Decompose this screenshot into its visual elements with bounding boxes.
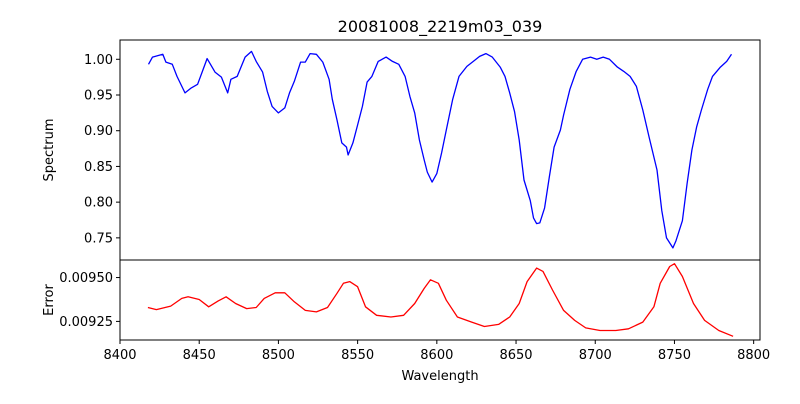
spectrum-series-line: [147, 50, 733, 249]
y-tick-label: 0.85: [84, 160, 113, 175]
y-tick-label: 0.95: [84, 89, 113, 104]
spectrum-y-label: Spectrum: [42, 119, 57, 182]
chart-title: 20081008_2219m03_039: [338, 17, 543, 37]
y-tick-label: 0.00950: [59, 271, 113, 286]
error-y-label: Error: [42, 284, 57, 316]
x-tick-label: 8500: [262, 348, 295, 363]
x-tick-label: 8800: [737, 348, 770, 363]
x-tick-label: 8400: [103, 348, 136, 363]
x-tick-label: 8750: [658, 348, 691, 363]
x-tick-label: 8600: [420, 348, 453, 363]
y-tick-label: 1.00: [84, 53, 113, 68]
x-tick-label: 8550: [341, 348, 374, 363]
error-series-line: [147, 263, 734, 337]
x-tick-label: 8450: [183, 348, 216, 363]
y-tick-label: 0.75: [84, 231, 113, 246]
axes-frame: [119, 259, 761, 341]
y-tick-label: 0.00925: [59, 315, 113, 330]
error-axes: 0.00925 0.00950 8400 8450 8500 8550 8600 8650 87…: [59, 259, 770, 363]
x-tick-label: 8650: [499, 348, 532, 363]
x-axis-label: Wavelength: [401, 369, 478, 384]
y-tick-label: 0.90: [84, 124, 113, 139]
x-tick-label: 8700: [579, 348, 612, 363]
y-tick-label: 0.80: [84, 196, 113, 211]
